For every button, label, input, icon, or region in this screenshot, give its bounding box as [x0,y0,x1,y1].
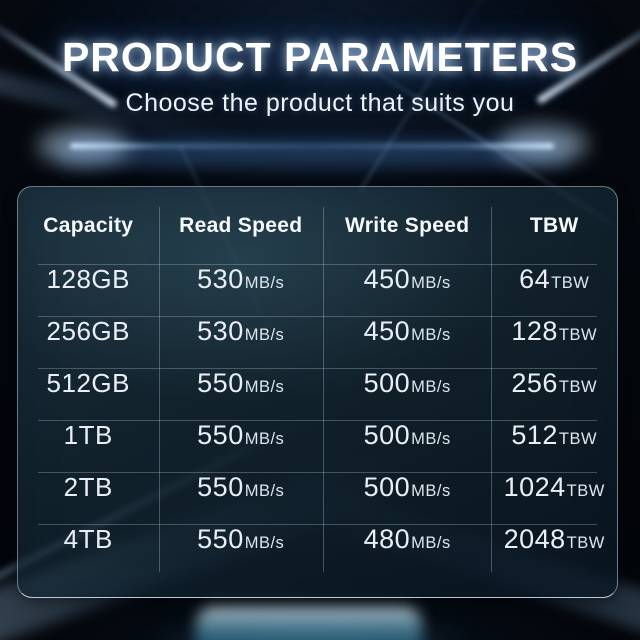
column-divider-1 [158,207,160,572]
cell-read-speed: 550 MB/s [159,368,323,420]
write-speed-unit: MB/s [411,274,451,292]
cell-capacity: 128GB [46,264,130,294]
cell-read-speed: 550 MB/s [159,420,323,472]
write-speed-value: 480 [363,524,411,554]
cell-tbw: 2048 TBW [491,524,617,576]
read-speed-unit: MB/s [244,326,285,344]
read-speed-value: 530 [197,264,244,294]
read-speed-unit: MB/s [244,430,285,448]
column-header-read-speed: Read Speed [179,213,303,237]
read-speed-value: 550 [197,524,244,554]
tbw-unit: TBW [566,482,605,500]
cell-tbw: 64 TBW [491,264,617,316]
cell-read-speed: 530 MB/s [159,264,323,316]
read-speed-value: 550 [197,472,244,502]
column-divider-3 [491,207,493,572]
cell-capacity: 256GB [46,316,130,346]
page-subtitle: Choose the product that suits you [125,89,515,118]
product-reflection [196,606,422,640]
cell-read-speed: 530 MB/s [159,316,323,368]
cell-tbw: 512 TBW [491,420,617,472]
table-row: 2TB 550 MB/s 500 MB/s 1024 TBW [18,472,617,524]
read-speed-value: 530 [197,316,244,346]
page-title: PRODUCT PARAMETERS [61,34,579,80]
cell-capacity: 4TB [63,524,113,554]
table-row: 256GB 530 MB/s 450 MB/s 128 TBW [18,316,617,368]
read-speed-unit: MB/s [244,534,285,552]
cell-read-speed: 550 MB/s [159,472,323,524]
table-header-row: Capacity Read Speed Write Speed TBW [18,187,617,264]
cell-capacity: 2TB [63,472,113,502]
cell-tbw: 128 TBW [491,316,617,368]
table-row: 512GB 550 MB/s 500 MB/s 256 TBW [18,368,617,420]
tbw-value: 64 [519,264,551,294]
tbw-value: 128 [511,316,558,346]
write-speed-unit: MB/s [411,378,451,396]
spec-table: Capacity Read Speed Write Speed TBW 128G… [17,186,618,598]
read-speed-unit: MB/s [244,378,285,396]
cell-write-speed: 480 MB/s [323,524,491,576]
cell-tbw: 256 TBW [491,368,617,420]
tbw-value: 512 [511,420,558,450]
cell-write-speed: 500 MB/s [323,368,491,420]
flare-glow-right [498,126,588,162]
table-row: 1TB 550 MB/s 500 MB/s 512 TBW [18,420,617,472]
flare-glow-left [38,128,128,164]
tbw-unit: TBW [558,378,598,396]
tbw-value: 2048 [503,524,566,554]
flare-arc-underglow [60,148,570,174]
write-speed-value: 450 [363,264,411,294]
read-speed-unit: MB/s [244,274,285,292]
tbw-unit: TBW [558,326,598,344]
write-speed-value: 450 [363,316,411,346]
flare-arc [70,143,554,149]
cell-tbw: 1024 TBW [491,472,617,524]
cell-capacity: 1TB [63,420,113,450]
cell-write-speed: 500 MB/s [323,420,491,472]
tbw-unit: TBW [558,430,598,448]
write-speed-unit: MB/s [411,326,451,344]
cell-write-speed: 500 MB/s [323,472,491,524]
read-speed-unit: MB/s [244,482,285,500]
tbw-value: 1024 [503,472,566,502]
column-divider-2 [322,207,324,572]
read-speed-value: 550 [197,368,244,398]
read-speed-value: 550 [197,420,244,450]
cell-write-speed: 450 MB/s [323,264,491,316]
cell-capacity: 512GB [46,368,130,398]
cell-write-speed: 450 MB/s [323,316,491,368]
tbw-unit: TBW [551,274,590,292]
tbw-unit: TBW [566,534,605,552]
column-header-capacity: Capacity [43,213,134,237]
write-speed-unit: MB/s [411,430,451,448]
table-row: 128GB 530 MB/s 450 MB/s 64 TBW [18,264,617,316]
masthead: PRODUCT PARAMETERS Choose the product th… [0,34,640,118]
tbw-value: 256 [511,368,558,398]
write-speed-value: 500 [363,472,411,502]
column-header-write-speed: Write Speed [345,213,470,237]
write-speed-value: 500 [363,420,411,450]
write-speed-value: 500 [363,368,411,398]
column-header-tbw: TBW [529,213,579,237]
write-speed-unit: MB/s [411,482,451,500]
cell-read-speed: 550 MB/s [159,524,323,576]
write-speed-unit: MB/s [411,534,451,552]
table-row: 4TB 550 MB/s 480 MB/s 2048 TBW [18,524,617,576]
